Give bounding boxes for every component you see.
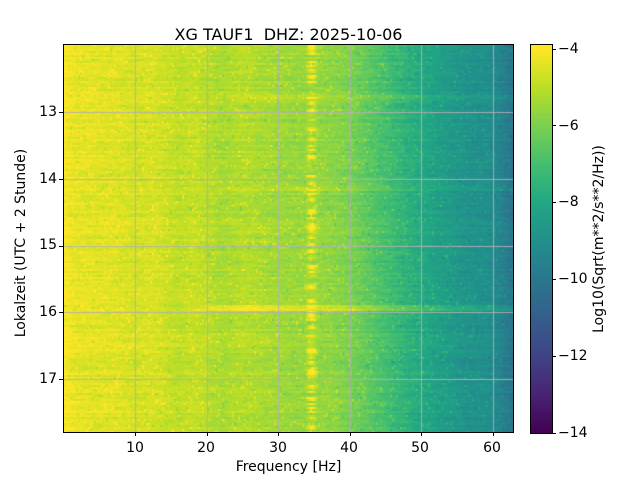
x-tick-label: 20 (197, 440, 215, 456)
x-tick-label: 50 (411, 440, 429, 456)
x-tick-mark (135, 432, 136, 436)
x-tick-mark (207, 432, 208, 436)
y-tick-label: 15 (39, 237, 57, 253)
colorbar-canvas (531, 45, 552, 433)
colorbar-tick-label: −4 (558, 41, 579, 57)
colorbar-tick-mark (552, 202, 556, 203)
colorbar-tick-label: −14 (558, 425, 588, 441)
y-axis-label: Lokalzeit (UTC + 2 Stunde) (13, 148, 29, 338)
y-tick-label: 14 (39, 171, 57, 187)
colorbar (530, 44, 553, 434)
y-tick-mark (59, 112, 63, 113)
colorbar-tick-label: −6 (558, 118, 579, 134)
plot-area (63, 44, 514, 433)
y-tick-mark (59, 246, 63, 247)
x-tick-label: 30 (269, 440, 287, 456)
y-tick-label: 17 (39, 371, 57, 387)
colorbar-tick-label: −10 (558, 271, 588, 287)
colorbar-tick-mark (552, 356, 556, 357)
x-tick-mark (350, 432, 351, 436)
x-tick-mark (421, 432, 422, 436)
x-tick-label: 40 (340, 440, 358, 456)
y-tick-mark (59, 179, 63, 180)
y-tick-mark (59, 312, 63, 313)
x-tick-mark (278, 432, 279, 436)
colorbar-tick-mark (552, 433, 556, 434)
y-tick-mark (59, 379, 63, 380)
colorbar-tick-label: −8 (558, 194, 579, 210)
colorbar-tick-label: −12 (558, 348, 588, 364)
colorbar-tick-mark (552, 49, 556, 50)
colorbar-label: Log10(Sqrt(m**2/s**2/Hz)) (591, 145, 607, 333)
x-tick-label: 10 (126, 440, 144, 456)
x-tick-label: 60 (483, 440, 501, 456)
x-axis-label: Frequency [Hz] (235, 459, 342, 475)
spectrogram-canvas (64, 45, 513, 432)
y-tick-label: 16 (39, 304, 57, 320)
y-tick-label: 13 (39, 104, 57, 120)
colorbar-tick-mark (552, 279, 556, 280)
x-tick-mark (493, 432, 494, 436)
colorbar-tick-mark (552, 125, 556, 126)
page-title: XG TAUF1 DHZ: 2025-10-06 (174, 25, 403, 44)
